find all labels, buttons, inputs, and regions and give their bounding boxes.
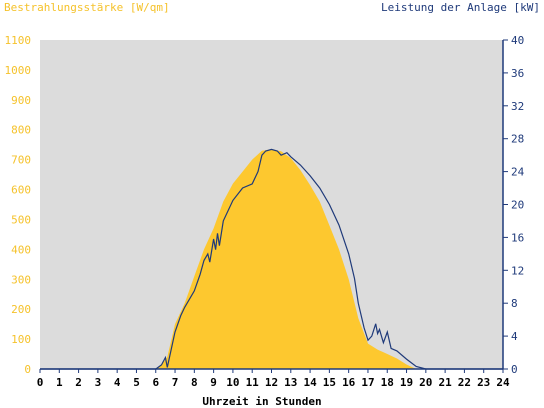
right-tick-label: 36 [511,67,524,80]
left-tick-label: 1000 [5,64,32,77]
x-tick-label: 21 [438,376,452,389]
left-tick-label: 0 [24,363,31,376]
x-tick-label: 18 [381,376,394,389]
left-tick-label: 700 [11,154,31,167]
right-tick-label: 0 [511,363,518,376]
x-axis-title: Uhrzeit in Stunden [202,395,321,408]
x-tick-label: 6 [152,376,159,389]
x-tick-label: 24 [496,376,510,389]
irradiance-area [40,149,503,369]
x-tick-label: 9 [210,376,217,389]
right-tick-label: 4 [511,330,518,343]
x-tick-label: 17 [361,376,374,389]
x-tick-label: 2 [75,376,82,389]
left-tick-label: 500 [11,214,31,227]
right-tick-label: 12 [511,264,524,277]
x-tick-label: 1 [56,376,63,389]
x-tick-label: 13 [284,376,297,389]
x-tick-label: 4 [114,376,121,389]
right-tick-label: 16 [511,231,524,244]
left-tick-label: 900 [11,94,31,107]
left-tick-label: 800 [11,124,31,137]
x-tick-label: 14 [303,376,317,389]
x-tick-label: 3 [95,376,102,389]
power-line [40,148,503,370]
right-tick-label: 40 [511,34,524,47]
right-tick-label: 24 [511,166,525,179]
left-axis-title: Bestrahlungsstärke [W/qm] [4,1,170,14]
x-tick-label: 16 [342,376,356,389]
left-tick-label: 300 [11,273,31,286]
left-tick-label: 600 [11,184,31,197]
x-tick-label: 23 [477,376,490,389]
right-tick-label: 8 [511,297,518,310]
right-tick-label: 20 [511,199,524,212]
x-tick-label: 22 [458,376,471,389]
x-tick-label: 10 [226,376,239,389]
x-tick-label: 20 [419,376,432,389]
right-axis-ticks: 0 4 8 12 16 20 24 28 32 36 40 [503,34,525,376]
left-tick-label: 1100 [5,34,32,47]
left-tick-label: 200 [11,303,31,316]
left-tick-label: 400 [11,243,31,256]
left-tick-label: 100 [11,333,31,346]
x-axis-ticks: 0 1 2 3 4 5 6 7 8 9 10 11 12 13 14 15 16 17 18 19 20 21 22 23 24 [37,369,510,389]
x-tick-label: 15 [323,376,336,389]
x-tick-label: 5 [133,376,140,389]
x-tick-label: 11 [246,376,260,389]
x-tick-label: 0 [37,376,44,389]
x-tick-label: 19 [400,376,413,389]
right-tick-label: 32 [511,100,524,113]
left-axis-ticks: 0 100 200 300 400 500 600 700 800 900 1000 1100 [5,34,32,376]
x-tick-label: 8 [191,376,198,389]
right-tick-label: 28 [511,133,524,146]
x-tick-label: 7 [172,376,179,389]
x-tick-label: 12 [265,376,278,389]
right-axis-title: Leistung der Anlage [kW] [381,1,540,14]
